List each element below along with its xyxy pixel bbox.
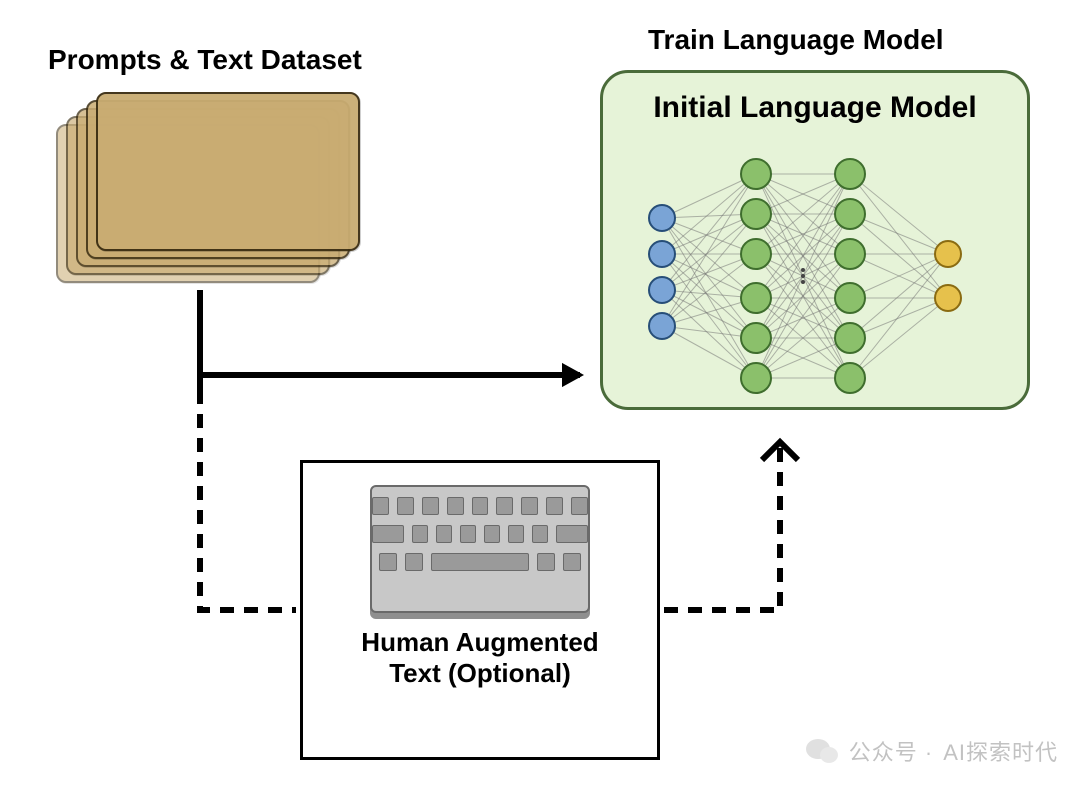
human-augmented-text-line1: Human Augmented	[361, 627, 598, 657]
neural-network-icon	[628, 140, 1008, 398]
human-augmented-text-title: Human Augmented Text (Optional)	[303, 627, 657, 689]
watermark-prefix: 公众号 ·	[849, 735, 933, 767]
initial-language-model-title: Initial Language Model	[603, 91, 1027, 125]
diagram-canvas: Prompts & Text Dataset Train Language Mo…	[0, 0, 1080, 785]
watermark: 公众号 · AI探索时代	[805, 735, 1058, 767]
human-augmented-text-box: Human Augmented Text (Optional)	[300, 460, 660, 760]
watermark-name: AI探索时代	[943, 735, 1058, 767]
keyboard-icon	[370, 485, 590, 613]
wechat-icon	[805, 736, 839, 766]
human-augmented-text-line2: Text (Optional)	[389, 658, 571, 688]
